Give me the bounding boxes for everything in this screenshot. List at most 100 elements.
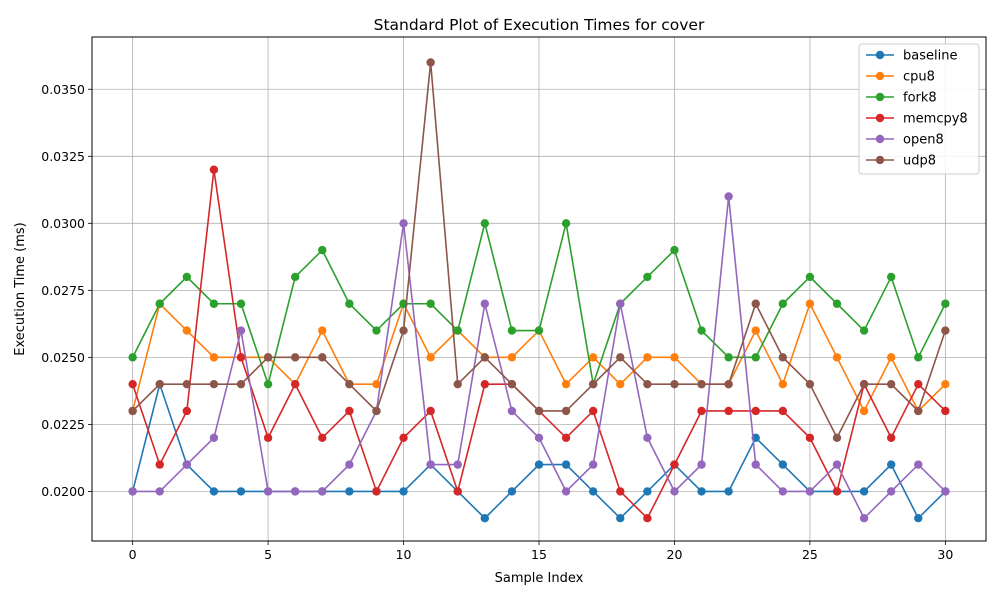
data-point-cpu8 — [588, 353, 598, 362]
x-tick-label: 15 — [531, 547, 547, 562]
x-tick-label: 0 — [129, 547, 137, 562]
data-point-memcpy8 — [372, 487, 381, 496]
data-point-open8 — [318, 487, 327, 496]
legend-item-open8: open8 — [866, 133, 944, 148]
data-point-fork8 — [643, 272, 652, 282]
data-point-cpu8 — [318, 326, 327, 335]
x-tick-label: 25 — [802, 547, 818, 562]
data-point-udp8 — [263, 353, 273, 362]
data-point-fork8 — [886, 272, 896, 282]
legend-swatch-marker — [875, 71, 885, 81]
data-point-memcpy8 — [724, 406, 733, 416]
data-point-udp8 — [886, 379, 896, 389]
legend-label: memcpy8 — [903, 112, 968, 127]
data-point-fork8 — [236, 299, 246, 308]
data-point-open8 — [886, 487, 896, 496]
data-point-baseline — [209, 487, 219, 496]
data-point-fork8 — [209, 299, 219, 308]
data-point-open8 — [155, 487, 164, 496]
x-tick-label: 20 — [667, 547, 683, 562]
data-point-udp8 — [778, 353, 788, 362]
y-tick-label: 0.0200 — [41, 484, 85, 499]
data-point-udp8 — [453, 379, 462, 389]
data-point-open8 — [778, 487, 788, 496]
data-point-open8 — [859, 514, 869, 523]
legend-label: baseline — [903, 49, 957, 64]
legend-swatch-marker — [875, 50, 885, 60]
data-point-memcpy8 — [128, 379, 137, 389]
data-point-memcpy8 — [290, 379, 300, 389]
data-point-fork8 — [534, 326, 544, 335]
data-point-open8 — [670, 487, 679, 496]
data-point-memcpy8 — [182, 406, 192, 416]
data-point-fork8 — [778, 299, 788, 308]
y-tick-label: 0.0225 — [41, 417, 85, 432]
legend-swatch-marker — [875, 92, 885, 102]
x-tick-label: 30 — [937, 547, 953, 562]
legend-item-fork8: fork8 — [866, 91, 937, 106]
data-point-fork8 — [480, 219, 490, 228]
data-point-memcpy8 — [561, 433, 571, 442]
data-point-open8 — [290, 487, 300, 496]
data-point-fork8 — [832, 299, 842, 308]
y-axis-label: Execution Time (ms) — [13, 222, 28, 355]
data-point-fork8 — [805, 272, 815, 282]
data-point-open8 — [453, 460, 462, 469]
data-point-open8 — [399, 219, 408, 228]
data-point-udp8 — [182, 379, 192, 389]
data-point-baseline — [724, 487, 733, 496]
data-point-udp8 — [480, 353, 490, 362]
data-point-open8 — [643, 433, 652, 442]
data-point-memcpy8 — [345, 406, 354, 416]
data-point-open8 — [805, 487, 815, 496]
data-point-memcpy8 — [941, 406, 950, 416]
data-point-fork8 — [751, 353, 760, 362]
data-point-baseline — [588, 487, 598, 496]
data-point-memcpy8 — [236, 353, 246, 362]
data-point-open8 — [941, 487, 950, 496]
data-point-cpu8 — [209, 353, 219, 362]
data-point-open8 — [426, 460, 435, 469]
data-point-fork8 — [128, 353, 137, 362]
legend-label: udp8 — [903, 154, 936, 169]
data-point-udp8 — [670, 379, 679, 389]
data-point-fork8 — [345, 299, 354, 308]
data-point-cpu8 — [751, 326, 760, 335]
data-point-udp8 — [426, 58, 435, 67]
data-point-fork8 — [914, 353, 923, 362]
data-point-memcpy8 — [751, 406, 760, 416]
data-point-baseline — [399, 487, 408, 496]
y-tick-label: 0.0300 — [41, 216, 85, 231]
data-point-memcpy8 — [318, 433, 327, 442]
data-point-memcpy8 — [886, 433, 896, 442]
data-point-cpu8 — [886, 353, 896, 362]
data-point-fork8 — [155, 299, 164, 308]
data-point-cpu8 — [372, 379, 381, 389]
data-point-udp8 — [616, 353, 625, 362]
data-point-cpu8 — [616, 379, 625, 389]
data-point-baseline — [507, 487, 517, 496]
data-point-baseline — [534, 460, 544, 469]
data-point-cpu8 — [507, 353, 517, 362]
data-point-open8 — [697, 460, 706, 469]
data-point-udp8 — [805, 379, 815, 389]
legend-swatch-marker — [875, 155, 885, 165]
data-point-fork8 — [941, 299, 950, 308]
data-point-memcpy8 — [453, 487, 462, 496]
data-point-fork8 — [318, 245, 327, 255]
data-point-open8 — [534, 433, 544, 442]
x-tick-label: 5 — [264, 547, 272, 562]
data-point-open8 — [616, 299, 625, 308]
x-axis-label: Sample Index — [495, 571, 584, 586]
data-point-baseline — [859, 487, 869, 496]
data-point-fork8 — [724, 353, 733, 362]
y-tick-label: 0.0325 — [41, 149, 85, 164]
data-point-udp8 — [751, 299, 760, 308]
data-point-memcpy8 — [426, 406, 435, 416]
data-point-open8 — [263, 487, 273, 496]
data-point-udp8 — [345, 379, 354, 389]
data-point-udp8 — [724, 379, 733, 389]
data-point-fork8 — [453, 326, 462, 335]
data-point-udp8 — [399, 326, 408, 335]
